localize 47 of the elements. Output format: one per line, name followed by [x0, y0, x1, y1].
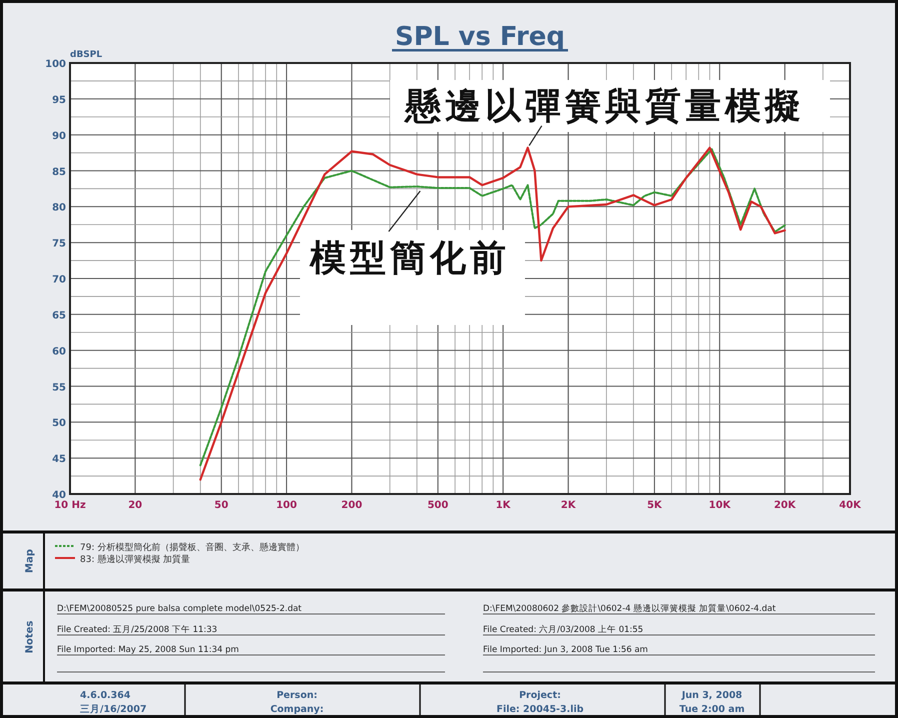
x-tick-label: 10K: [708, 500, 732, 511]
x-tick-label: 1K: [496, 500, 512, 511]
x-tick-label: 500: [427, 500, 448, 511]
text: Person:: [276, 690, 318, 701]
legend-label: 79: 分析模型簡化前（揚聲板、音圈、支承、懸邊實體）: [80, 542, 304, 553]
text: 4.6.0.364: [80, 690, 131, 701]
y-tick-label: 90: [52, 130, 66, 142]
text: Map: [24, 549, 36, 573]
x-tick-label: 200: [341, 500, 362, 511]
y-tick-label: 100: [45, 59, 66, 70]
x-tick-label: 50: [214, 500, 228, 511]
x-tick-label: 20: [128, 500, 142, 511]
x-tick-label: 5K: [647, 500, 664, 511]
y-tick-label: 50: [52, 418, 66, 430]
y-tick-label: 80: [52, 202, 66, 214]
text: D:\FEM\20080602 參數設計\0602-4 懸邊以彈簧模擬 加質量\0602-4.dat: [483, 603, 776, 614]
text: Company:: [270, 704, 324, 715]
x-tick-label: 40K: [839, 500, 862, 511]
text: Tue 2:00 am: [679, 704, 745, 715]
x-tick-label: 10 Hz: [54, 500, 86, 511]
y-tick-label: 60: [52, 346, 66, 358]
text: File Imported: Jun 3, 2008 Tue 1:56 am: [483, 645, 648, 655]
text: File: 20045-3.lib: [496, 704, 584, 715]
chart-title: SPL vs Freq: [394, 22, 566, 52]
y-axis-title: dBSPL: [70, 50, 102, 60]
text: File Created: 五月/25/2008 下午 11:33: [57, 624, 218, 635]
y-tick-label: 85: [52, 166, 66, 178]
y-tick-label: 95: [52, 94, 66, 106]
text: Project:: [519, 690, 561, 701]
text: Notes: [24, 620, 36, 654]
legend-label: 83: 懸邊以彈簧模擬 加質量: [80, 554, 190, 565]
x-tick-label: 100: [276, 500, 298, 511]
text: File Imported: May 25, 2008 Sun 11:34 pm: [57, 645, 239, 655]
x-tick-label: 2K: [560, 500, 577, 511]
y-tick-label: 55: [52, 382, 66, 394]
annotation: 懸邊以彈簧與質量模擬: [403, 86, 805, 127]
y-tick-label: 65: [52, 310, 66, 322]
y-tick-label: 45: [52, 454, 66, 466]
text: Jun 3, 2008: [680, 690, 743, 701]
text: File Created: 六月/03/2008 上午 01:55: [483, 624, 644, 635]
text: D:\FEM\20080525 pure balsa complete model\0525-2.dat: [57, 604, 302, 614]
y-tick-label: 40: [52, 490, 66, 501]
y-tick-label: 70: [52, 274, 66, 286]
x-tick-label: 20K: [774, 500, 797, 511]
annotation: 模型簡化前: [309, 238, 510, 279]
y-tick-label: 75: [52, 238, 66, 250]
text: 三月/16/2007: [80, 704, 147, 715]
